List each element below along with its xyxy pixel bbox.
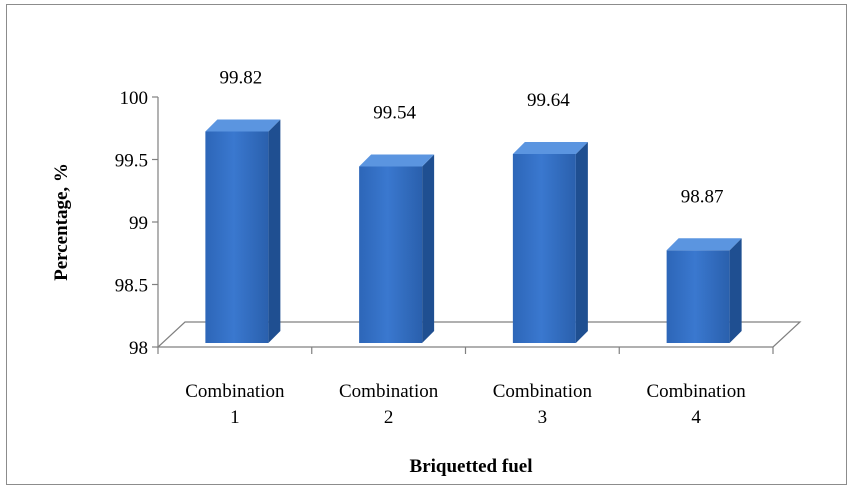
bar-side bbox=[729, 238, 742, 343]
data-label-2: 99.54 bbox=[373, 103, 416, 124]
x-axis-title: Briquetted fuel bbox=[410, 456, 533, 477]
y-tick-label: 98 bbox=[129, 338, 148, 359]
y-axis-title: Percentage, % bbox=[51, 163, 72, 281]
bar-front bbox=[666, 250, 730, 343]
y-tick-label: 98.5 bbox=[115, 276, 148, 297]
bar-side bbox=[422, 154, 435, 343]
y-tick-label: 99 bbox=[129, 213, 148, 234]
category-label: 2 bbox=[384, 407, 394, 428]
chart-floor bbox=[156, 321, 802, 348]
x-axis-categories: Combination 1 Combination 2 Combination 3 Comb… bbox=[185, 381, 746, 428]
chart-floor-plane bbox=[156, 321, 802, 348]
bar-top bbox=[512, 142, 588, 154]
bar-top bbox=[359, 154, 435, 167]
y-axis: 98 98.5 99 99.5 100 bbox=[115, 88, 774, 359]
y-tick-label: 100 bbox=[120, 88, 149, 109]
chart-frame: 98 98.5 99 99.5 100 99.82 99.54 99.64 98.87 Com… bbox=[6, 4, 847, 485]
bar-side bbox=[268, 119, 281, 343]
bar-front bbox=[512, 154, 576, 343]
bar-3 bbox=[512, 142, 588, 343]
data-label-3: 99.64 bbox=[527, 90, 570, 111]
bar-top bbox=[205, 119, 281, 132]
bar-4 bbox=[666, 238, 742, 343]
category-label: Combination bbox=[185, 381, 285, 402]
bar-1 bbox=[205, 119, 281, 343]
category-label: 3 bbox=[538, 407, 548, 428]
data-label-1: 99.82 bbox=[220, 68, 263, 89]
category-label: Combination bbox=[493, 381, 593, 402]
category-label: 4 bbox=[691, 407, 701, 428]
category-label: 1 bbox=[230, 407, 240, 428]
bar-top bbox=[666, 238, 742, 251]
bar-front bbox=[359, 166, 423, 343]
bar-chart: 98 98.5 99 99.5 100 99.82 99.54 99.64 98.87 Com… bbox=[51, 68, 802, 477]
data-label-4: 98.87 bbox=[681, 186, 724, 207]
bar-front bbox=[205, 131, 269, 343]
y-tick-label: 99.5 bbox=[115, 151, 148, 172]
bar-side bbox=[575, 142, 588, 343]
data-labels: 99.82 99.54 99.64 98.87 bbox=[220, 68, 724, 208]
category-label: Combination bbox=[339, 381, 439, 402]
bar-2 bbox=[359, 154, 435, 343]
category-label: Combination bbox=[647, 381, 747, 402]
bars bbox=[205, 119, 742, 343]
